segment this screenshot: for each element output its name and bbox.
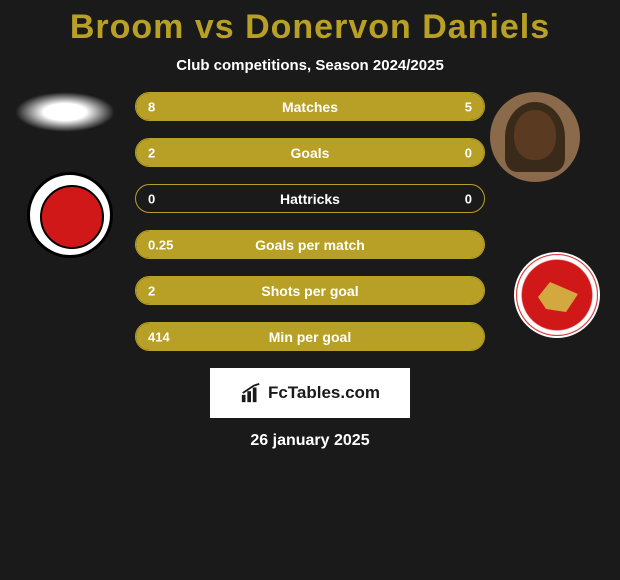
fctables-logo-icon xyxy=(240,382,262,404)
stat-bar-row: 2Goals0 xyxy=(135,138,485,167)
stat-bar-row: 0.25Goals per match xyxy=(135,230,485,259)
stat-value-right: 0 xyxy=(465,145,472,160)
stat-bar-row: 8Matches5 xyxy=(135,92,485,121)
club-right-badge xyxy=(514,252,600,338)
stat-label: Goals per match xyxy=(136,237,484,253)
stat-bar-row: 414Min per goal xyxy=(135,322,485,351)
stat-label: Hattricks xyxy=(136,191,484,207)
club-right-bird-icon xyxy=(538,282,578,312)
player-right-face xyxy=(514,110,556,160)
stat-label: Matches xyxy=(136,99,484,115)
stat-bars-container: 8Matches52Goals00Hattricks00.25Goals per… xyxy=(135,92,485,351)
subtitle: Club competitions, Season 2024/2025 xyxy=(0,57,620,74)
club-left-badge xyxy=(27,172,113,258)
stat-label: Goals xyxy=(136,145,484,161)
stat-label: Min per goal xyxy=(136,329,484,345)
stat-value-right: 5 xyxy=(465,99,472,114)
player-right-avatar xyxy=(490,92,580,182)
page-title: Broom vs Donervon Daniels xyxy=(0,0,620,47)
date-text: 26 january 2025 xyxy=(0,432,620,450)
stat-label: Shots per goal xyxy=(136,283,484,299)
stat-value-right: 0 xyxy=(465,191,472,206)
footer-attribution: FcTables.com xyxy=(210,368,410,418)
stat-bar-row: 2Shots per goal xyxy=(135,276,485,305)
comparison-area: 8Matches52Goals00Hattricks00.25Goals per… xyxy=(0,92,620,351)
player-left-avatar xyxy=(15,92,115,132)
stat-bar-row: 0Hattricks0 xyxy=(135,184,485,213)
footer-brand-text: FcTables.com xyxy=(268,383,380,403)
